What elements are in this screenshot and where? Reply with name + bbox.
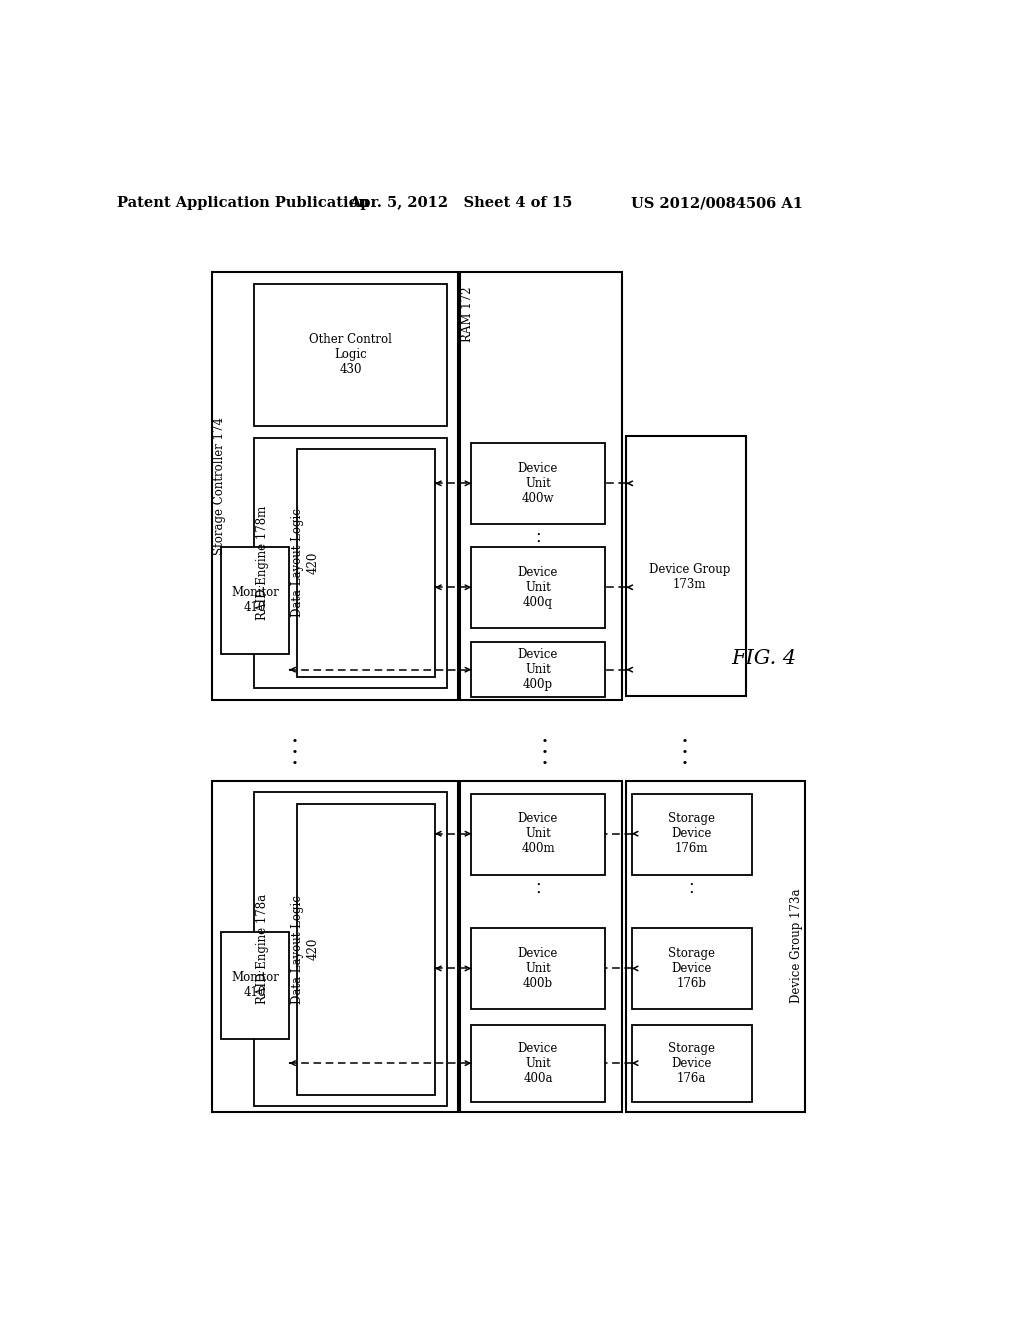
Text: .: . xyxy=(541,725,548,747)
Bar xyxy=(297,804,435,1094)
Text: .: . xyxy=(681,725,688,747)
Bar xyxy=(632,928,752,1010)
Text: FIG. 4: FIG. 4 xyxy=(731,649,796,668)
Text: ⋅: ⋅ xyxy=(688,876,694,894)
Bar xyxy=(460,780,623,1111)
Bar xyxy=(221,932,289,1039)
Text: Storage
Device
176b: Storage Device 176b xyxy=(668,946,715,990)
Text: ⋅: ⋅ xyxy=(536,535,541,552)
Bar xyxy=(460,272,623,700)
Bar xyxy=(471,928,604,1010)
Bar xyxy=(254,792,446,1106)
Text: RAID Engine 178m: RAID Engine 178m xyxy=(256,506,269,620)
Text: Device
Unit
400w: Device Unit 400w xyxy=(518,462,558,504)
Bar xyxy=(254,284,446,426)
Bar xyxy=(471,548,604,628)
Bar xyxy=(297,450,435,677)
Text: .: . xyxy=(291,735,299,758)
Text: .: . xyxy=(681,735,688,758)
Text: Storage Controller 174: Storage Controller 174 xyxy=(213,417,226,554)
Text: .: . xyxy=(291,725,299,747)
Text: Device
Unit
400q: Device Unit 400q xyxy=(518,566,558,609)
Bar xyxy=(221,548,289,653)
Bar xyxy=(632,1024,752,1102)
Text: Storage
Device
176a: Storage Device 176a xyxy=(668,1041,715,1085)
Bar xyxy=(471,1024,604,1102)
Text: ⋅: ⋅ xyxy=(536,527,541,544)
Bar xyxy=(471,642,604,697)
Text: ⋅: ⋅ xyxy=(536,884,541,902)
Text: .: . xyxy=(541,735,548,758)
Text: RAID Engine 178a: RAID Engine 178a xyxy=(256,894,269,1005)
Text: ⋅: ⋅ xyxy=(688,884,694,902)
Text: Device
Unit
400m: Device Unit 400m xyxy=(518,812,558,855)
Text: .: . xyxy=(541,746,548,770)
Text: .: . xyxy=(681,746,688,770)
Text: Device
Unit
400b: Device Unit 400b xyxy=(518,946,558,990)
Bar xyxy=(627,780,805,1111)
Text: Storage
Device
176m: Storage Device 176m xyxy=(668,812,715,855)
Bar xyxy=(471,444,604,524)
Bar xyxy=(471,793,604,875)
Bar xyxy=(212,780,458,1111)
Text: .: . xyxy=(291,746,299,770)
Text: Apr. 5, 2012   Sheet 4 of 15: Apr. 5, 2012 Sheet 4 of 15 xyxy=(349,197,573,210)
Text: Device Group 173a: Device Group 173a xyxy=(790,888,803,1003)
Text: Data Layout Logic
420: Data Layout Logic 420 xyxy=(292,895,319,1003)
Text: Monitor
410: Monitor 410 xyxy=(231,972,279,999)
Bar xyxy=(632,793,752,875)
Text: Other Control
Logic
430: Other Control Logic 430 xyxy=(309,333,392,376)
Text: Monitor
410: Monitor 410 xyxy=(231,586,279,614)
Text: ⋅: ⋅ xyxy=(536,876,541,894)
Bar xyxy=(627,436,746,696)
Text: Patent Application Publication: Patent Application Publication xyxy=(117,197,369,210)
Text: Device
Unit
400a: Device Unit 400a xyxy=(518,1041,558,1085)
Text: RAM 172: RAM 172 xyxy=(461,286,474,342)
Text: US 2012/0084506 A1: US 2012/0084506 A1 xyxy=(631,197,803,210)
Text: Device Group
173m: Device Group 173m xyxy=(649,564,730,591)
Bar xyxy=(212,272,458,700)
Bar xyxy=(254,438,446,688)
Text: Data Layout Logic
420: Data Layout Logic 420 xyxy=(292,508,319,616)
Text: Device
Unit
400p: Device Unit 400p xyxy=(518,648,558,692)
